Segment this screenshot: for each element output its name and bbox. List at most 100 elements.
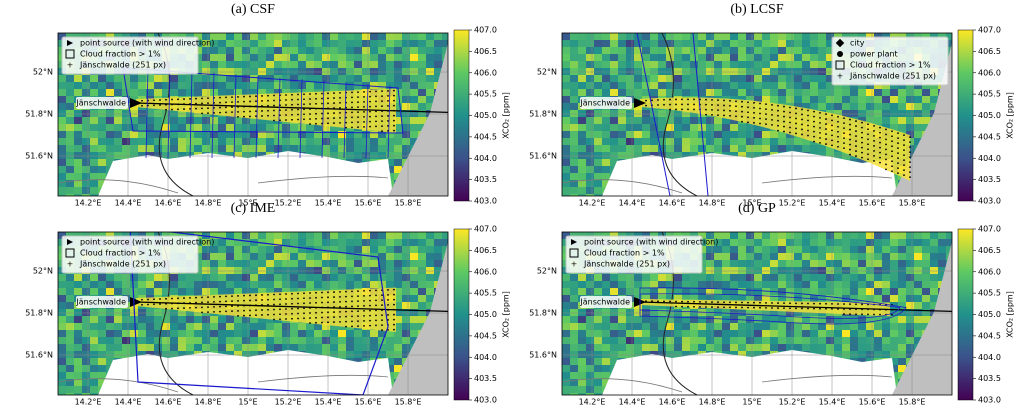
plume-pixel — [297, 113, 299, 116]
plume-pixel — [783, 307, 785, 310]
colorbar — [453, 29, 470, 202]
plume-pixel — [375, 105, 377, 108]
plume-pixel — [303, 317, 305, 320]
plume-pixel — [357, 290, 359, 293]
plume-pixel — [657, 99, 659, 101]
plume-pixel — [903, 139, 905, 142]
plume-pixel — [867, 128, 869, 131]
plume-pixel — [765, 301, 767, 304]
plume-pixel — [375, 309, 377, 312]
plume-pixel — [765, 103, 767, 106]
plume-pixel — [351, 310, 353, 313]
plume-pixel — [783, 110, 785, 113]
plume-pixel — [249, 100, 251, 103]
label-box — [580, 97, 632, 109]
plume-pixel — [315, 291, 317, 294]
plume-pixel — [327, 316, 329, 319]
plume-pixel — [309, 93, 311, 95]
plume-pixel — [369, 115, 371, 118]
plume-pixel — [381, 125, 383, 128]
plume-pixel — [777, 104, 779, 107]
colorbar-tick-label: 406.0 — [978, 267, 1001, 276]
plume-pixel — [759, 301, 761, 304]
source-marker — [130, 98, 142, 108]
plume-pixel — [903, 164, 905, 167]
plume-pixel — [159, 303, 161, 305]
plume-pixel — [285, 94, 287, 96]
plume-pixel — [291, 118, 293, 121]
plume-pixel — [885, 138, 887, 141]
plume-pixel — [321, 316, 323, 319]
plume-pixel — [759, 122, 761, 125]
plume-pixel — [219, 111, 221, 114]
plume-pixel — [231, 295, 233, 298]
plume-pixel — [735, 306, 737, 309]
cloud-mask — [602, 350, 897, 395]
plume-pixel — [297, 312, 299, 315]
plume-pixel — [645, 99, 647, 102]
plume-pixel — [291, 297, 293, 300]
plume-pixel — [849, 123, 851, 126]
plume-pixel — [303, 108, 305, 111]
plume-pixel — [369, 314, 371, 317]
plume-pixel — [807, 307, 809, 310]
outside-domain — [892, 242, 952, 395]
colorbar-tick-label: 407.0 — [978, 26, 1001, 35]
plume-pixel — [387, 90, 389, 92]
plume-pixel — [759, 112, 761, 115]
plume-pixel — [363, 299, 365, 302]
plume-pixel — [813, 120, 815, 123]
plume-pixel — [363, 125, 365, 128]
lon-label: 14.2°E — [75, 398, 102, 407]
plume-pixel — [909, 171, 911, 174]
lcsf-line — [692, 33, 709, 196]
lat-label: 51.6°N — [529, 152, 557, 161]
plume-pixel — [273, 109, 275, 112]
legend-symbol: + — [837, 72, 844, 81]
plume-pixel — [339, 96, 341, 99]
plume-pixel — [825, 133, 827, 135]
plume-pixel — [861, 146, 863, 149]
plume-pixel — [813, 130, 815, 133]
plume-pixel — [153, 104, 155, 107]
colorbar-tick-label: 404.5 — [474, 331, 497, 340]
plume-pixel — [357, 126, 359, 129]
colorbar-tick-label: 403.5 — [474, 175, 497, 184]
colorbar — [453, 228, 470, 401]
source-label: Jänschwalde — [75, 298, 126, 307]
plume-pixel — [879, 161, 881, 164]
plume-pixel — [273, 119, 275, 122]
plume-pixel — [267, 109, 269, 112]
plume-pixel — [159, 99, 161, 101]
plume-pixel — [903, 134, 905, 137]
plume-pixel — [255, 115, 257, 118]
plume-pixel — [357, 101, 359, 104]
plume-pixel — [687, 300, 689, 303]
plume-pixel — [381, 95, 383, 98]
plume-pixel — [285, 119, 287, 121]
plume-pixel — [393, 104, 395, 107]
legend-label: Jänschwalde (251 px) — [583, 260, 670, 269]
plume-pixel — [297, 108, 299, 111]
lon-label: 14.6°E — [659, 398, 686, 407]
plume-pixel — [279, 303, 281, 306]
colorbar-tick-label: 404.5 — [978, 331, 1001, 340]
plume-pixel — [291, 93, 293, 96]
plume-pixel — [783, 120, 785, 123]
plume-pixel — [297, 307, 299, 310]
plume-pixel — [195, 102, 197, 105]
plume-pixel — [717, 301, 719, 304]
plume-pixel — [393, 298, 395, 301]
plume-pixel — [729, 104, 731, 107]
colorbar-tick-label: 406.5 — [978, 47, 1001, 56]
plume-pixel — [357, 305, 359, 308]
colorbar-tick-label: 405.5 — [474, 289, 497, 298]
plume-pixel — [267, 104, 269, 107]
plume-pixel — [873, 130, 875, 132]
lon-label: 14.2°E — [579, 398, 606, 407]
plume-pixel — [345, 295, 347, 298]
plume-pixel — [165, 297, 167, 300]
plume-pixel — [777, 124, 779, 127]
map-frame — [561, 32, 953, 197]
plume-pixel — [375, 120, 377, 123]
